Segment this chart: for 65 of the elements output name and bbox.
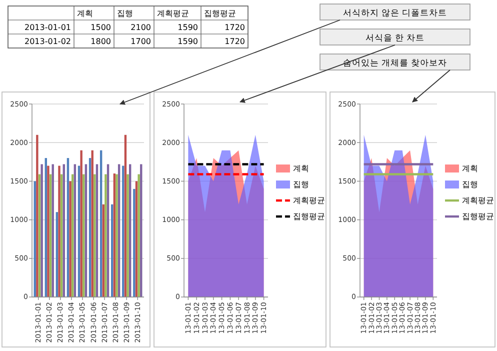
bar <box>82 174 85 297</box>
bar <box>102 204 104 297</box>
legend-label: 집행 <box>293 180 309 190</box>
bar <box>80 150 82 297</box>
text: 서식하지 않은 디폴트차트 <box>342 8 448 18</box>
bar <box>74 164 76 297</box>
data-label: 2100 <box>130 23 151 32</box>
data-label: 1800 <box>90 37 111 46</box>
bar <box>38 174 41 297</box>
bar <box>44 158 48 297</box>
bar <box>34 181 36 297</box>
bar <box>96 164 98 297</box>
bar <box>72 174 74 297</box>
bar <box>49 174 52 297</box>
x-tick-label: 계획 <box>77 9 93 18</box>
bar <box>52 164 54 297</box>
bar <box>94 174 96 297</box>
legend-label: 집행 <box>462 180 478 190</box>
bar <box>40 164 43 297</box>
bar <box>47 166 50 297</box>
bar <box>140 164 142 297</box>
legend-label: 집행평균 <box>462 212 494 222</box>
y-tick-label: 2013-01-02 <box>24 37 71 46</box>
bar <box>88 158 92 297</box>
bar <box>122 166 124 297</box>
bar <box>116 174 118 297</box>
bar <box>128 164 132 297</box>
bar <box>126 174 129 297</box>
data-label: 1590 <box>178 23 198 32</box>
bar <box>104 174 107 297</box>
data-label: 1720 <box>224 37 245 46</box>
data-label: 1590 <box>178 37 198 46</box>
bar <box>78 166 80 297</box>
bar <box>66 158 70 297</box>
bar <box>56 212 58 297</box>
bar <box>60 174 63 297</box>
y-tick-label: 2013-01-01 <box>24 23 71 32</box>
bar <box>100 150 102 297</box>
data-label: 1700 <box>130 37 151 46</box>
bar <box>133 188 136 297</box>
text: 서식을 한 차트 <box>365 34 425 44</box>
x-tick-label: 계획평균 <box>157 9 189 18</box>
bar <box>113 173 116 297</box>
bar <box>58 166 60 297</box>
x-tick-label: 집행 <box>117 9 133 18</box>
x-tick-label: 집행평균 <box>204 9 236 18</box>
text: 숨어있는 개체를 찾아보자 <box>342 58 448 68</box>
bar <box>124 134 127 297</box>
bar <box>135 181 138 297</box>
bar <box>36 134 38 297</box>
bar <box>118 164 120 297</box>
bar <box>69 181 72 297</box>
bar <box>138 174 140 297</box>
bar <box>91 150 94 297</box>
legend-label: 계획 <box>462 164 478 174</box>
legend-label: 계획평균 <box>293 196 325 206</box>
bar <box>106 164 110 297</box>
bar <box>62 164 65 297</box>
legend-label: 계획평균 <box>462 196 494 206</box>
data-label: 1500 <box>90 23 111 32</box>
bar <box>84 164 88 297</box>
bar <box>111 204 114 297</box>
legend-label: 집행평균 <box>293 212 325 222</box>
data-label: 1720 <box>224 23 245 32</box>
legend-label: 계획 <box>293 164 309 174</box>
